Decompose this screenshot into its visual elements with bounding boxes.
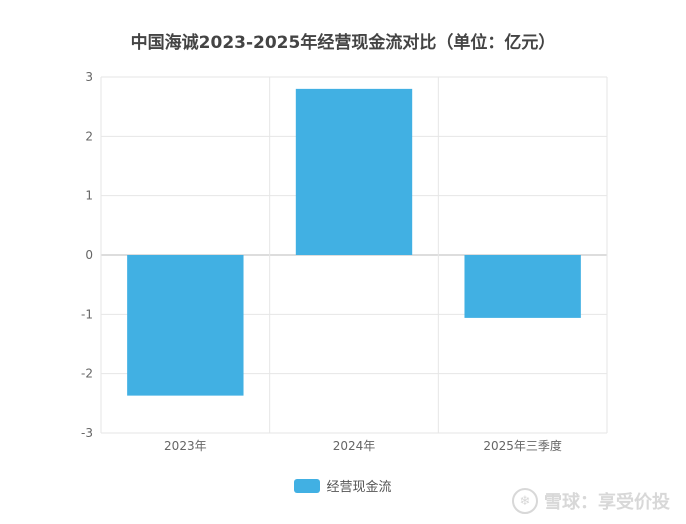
- y-tick-label: -1: [81, 307, 93, 321]
- y-tick-label: -2: [81, 367, 93, 381]
- x-tick-label: 2023年: [164, 439, 207, 453]
- bar: [127, 255, 244, 396]
- legend-label: 经营现金流: [326, 480, 392, 495]
- snowball-logo-icon: ❄: [512, 488, 538, 514]
- y-tick-label: 3: [85, 70, 93, 84]
- y-tick-label: 0: [85, 248, 93, 262]
- chart-title: 中国海诚2023-2025年经营现金流对比（单位：亿元）: [130, 33, 556, 53]
- x-tick-label: 2024年: [333, 439, 376, 453]
- legend[interactable]: 经营现金流: [0, 476, 686, 495]
- y-tick-label: -3: [81, 426, 93, 440]
- bar: [464, 255, 581, 318]
- legend-swatch: [294, 478, 321, 493]
- x-tick-label: 2025年三季度: [483, 438, 562, 453]
- bar: [295, 88, 413, 255]
- y-tick-label: 1: [85, 189, 93, 203]
- y-tick-label: 2: [85, 129, 93, 143]
- watermark: ❄ 雪球：享受价投: [512, 488, 670, 514]
- watermark-text: 雪球：享受价投: [544, 492, 670, 513]
